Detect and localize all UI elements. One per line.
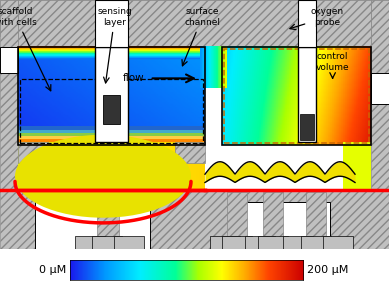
Bar	[0, 0, 389, 36]
Text: sensing
layer: sensing layer	[97, 7, 132, 83]
Bar	[230, 202, 330, 249]
Text: control
volume: control volume	[316, 52, 349, 78]
Bar	[18, 47, 205, 145]
Bar	[222, 47, 371, 145]
Bar	[0, 0, 18, 192]
Bar	[175, 142, 205, 163]
Bar	[263, 192, 283, 249]
Bar	[75, 236, 105, 249]
Bar	[18, 0, 371, 47]
Ellipse shape	[15, 135, 191, 218]
Bar	[18, 133, 205, 136]
Bar	[224, 49, 369, 143]
Bar	[227, 192, 247, 249]
Text: 200 μM: 200 μM	[307, 265, 349, 275]
Bar	[35, 202, 150, 249]
Bar	[103, 96, 120, 124]
Text: 0 μM: 0 μM	[39, 265, 66, 275]
Bar	[18, 136, 205, 139]
Bar	[0, 47, 18, 73]
Bar	[95, 47, 128, 142]
Bar	[323, 236, 353, 249]
Text: surface
channel: surface channel	[182, 7, 220, 66]
Bar	[283, 236, 313, 249]
Bar	[114, 236, 144, 249]
Bar	[222, 236, 252, 249]
Text: scaffold
with cells: scaffold with cells	[0, 7, 51, 91]
Bar	[371, 0, 389, 192]
Bar	[95, 0, 128, 47]
Bar	[298, 0, 316, 47]
Bar	[300, 114, 314, 140]
Bar	[258, 236, 288, 249]
Bar	[371, 73, 389, 104]
Text: oxygen
probe: oxygen probe	[290, 7, 343, 30]
Bar	[18, 126, 205, 130]
Bar	[97, 192, 119, 249]
Bar	[18, 139, 205, 142]
Bar	[92, 236, 122, 249]
Bar	[306, 192, 326, 249]
Bar	[18, 142, 48, 163]
Bar	[245, 236, 275, 249]
Bar	[210, 236, 240, 249]
Bar	[301, 236, 331, 249]
Text: flow: flow	[123, 74, 145, 84]
Bar	[298, 47, 316, 142]
Bar	[18, 130, 205, 133]
Bar	[0, 191, 389, 249]
Bar	[20, 79, 203, 143]
